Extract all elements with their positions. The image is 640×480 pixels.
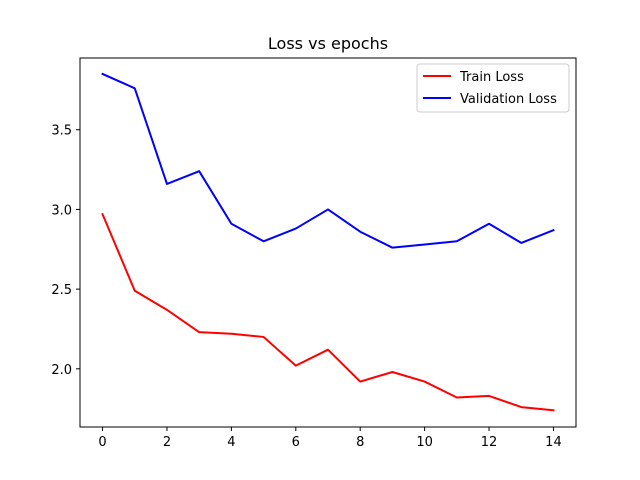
y-tick-label: 2.0 — [51, 363, 72, 378]
x-tick-label: 12 — [481, 435, 498, 450]
x-tick-label: 8 — [356, 435, 364, 450]
legend: Train Loss Validation Loss — [416, 63, 570, 113]
x-tick-label: 4 — [227, 435, 235, 450]
series-line-train-loss — [101, 212, 555, 412]
x-tick-label: 6 — [292, 435, 300, 450]
axis-ticks: 0 2 4 6 8 10 12 14 2.0 2.5 3.0 3.5 — [51, 124, 561, 450]
y-tick-label: 3.0 — [51, 203, 72, 218]
x-tick-label: 0 — [98, 435, 106, 450]
y-tick-label: 2.5 — [51, 283, 72, 298]
x-tick-label: 10 — [416, 435, 433, 450]
series-line-validation-loss — [101, 72, 555, 249]
legend-frame — [416, 63, 570, 113]
series-layer — [101, 72, 555, 412]
chart-title: Loss vs epochs — [268, 34, 388, 53]
plot-area-frame — [79, 57, 577, 428]
x-tick-label: 2 — [163, 435, 171, 450]
x-tick-label: 14 — [545, 435, 562, 450]
legend-label: Train Loss — [459, 70, 524, 85]
legend-label: Validation Loss — [460, 92, 557, 107]
y-tick-label: 3.5 — [51, 124, 72, 139]
